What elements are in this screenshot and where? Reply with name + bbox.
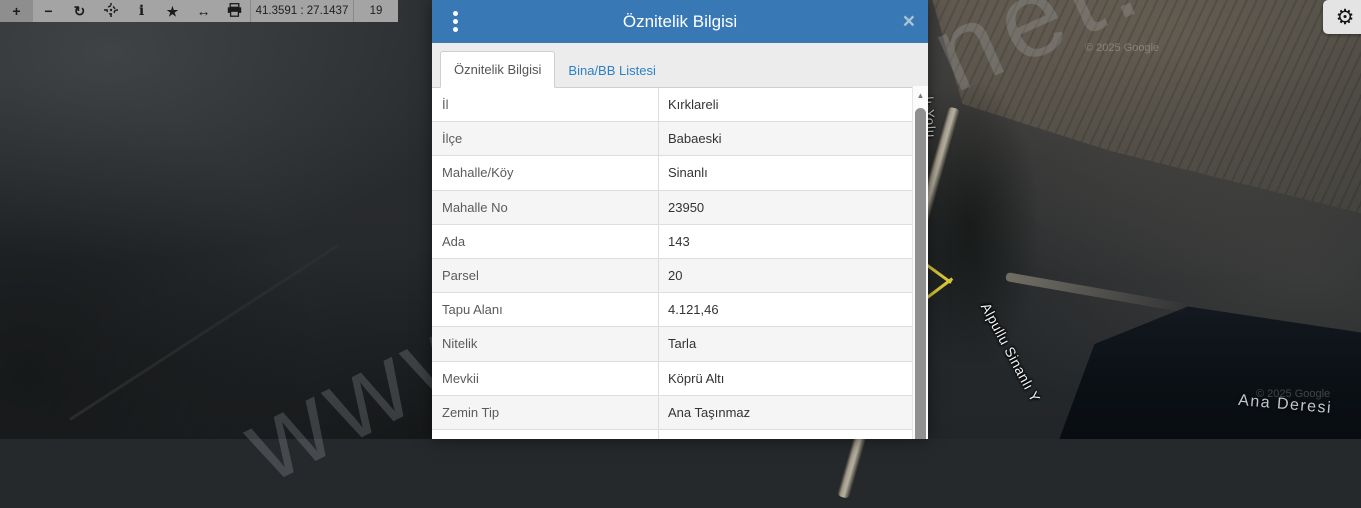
row-value: Tarla <box>668 336 697 352</box>
attribute-table: İl Kırklareli İlçe Babaeski Mahalle/Köy Sinan… <box>432 88 928 439</box>
row-label: Mevkii <box>432 361 659 395</box>
tab-bina-bb-listesi[interactable]: Bina/BB Listesi <box>568 63 656 78</box>
row-value: Babaeski <box>668 131 722 147</box>
table-row: Tapu Alanı 4.121,46 <box>432 293 912 328</box>
measure-button[interactable]: ↔ <box>188 0 219 22</box>
row-label: Zemin Tip <box>432 395 659 429</box>
table-row: Nitelik Tarla <box>432 327 912 362</box>
table-row: Parsel 20 <box>432 258 912 294</box>
map-copyright: © 2025 Google <box>1085 42 1160 54</box>
map-copyright: © 2025 Google <box>1256 388 1331 400</box>
row-label: Tapu Alanı <box>432 293 659 327</box>
table-row: Mahalle No 23950 <box>432 190 912 225</box>
plus-icon: + <box>12 3 21 19</box>
row-value: 143 <box>668 233 690 249</box>
toolbar-divider <box>353 0 354 22</box>
measure-icon: ↔ <box>196 3 211 19</box>
scrollbar-thumb[interactable] <box>915 108 926 439</box>
table-row: Mevkii Köprü Altı <box>432 361 912 396</box>
refresh-button[interactable]: ↻ <box>64 0 95 22</box>
dialog-header[interactable]: Öznitelik Bilgisi × <box>432 0 928 43</box>
table-row: Ada 143 <box>432 224 912 259</box>
table-row-partial <box>432 429 912 439</box>
info-button[interactable]: i <box>126 0 157 22</box>
table-row: İlçe Babaeski <box>432 122 912 157</box>
row-value: Ana Taşınmaz <box>668 404 751 420</box>
coordinates-display: 41.3591 : 27.1437 <box>255 5 349 17</box>
kebab-menu-icon[interactable] <box>449 0 462 43</box>
row-label: İl <box>432 88 659 122</box>
row-value: Köprü Altı <box>668 370 725 386</box>
attribute-info-dialog: Öznitelik Bilgisi × Öznitelik Bilgisi Bi… <box>432 0 928 439</box>
tab-oznitelik-bilgisi[interactable]: Öznitelik Bilgisi <box>440 51 556 88</box>
crosshair-icon <box>103 3 118 19</box>
gear-icon: ⚙ <box>1335 4 1355 29</box>
minus-icon: − <box>44 3 53 19</box>
row-label: Parsel <box>432 258 659 293</box>
row-label: Mahalle/Köy <box>432 156 659 190</box>
dialog-body: Öznitelik Bilgisi Bina/BB Listesi İl Kırk… <box>432 43 928 439</box>
printer-icon <box>227 3 242 19</box>
print-button[interactable] <box>219 0 250 22</box>
row-value: Kırklareli <box>668 97 719 113</box>
row-value: 23950 <box>668 199 705 215</box>
table-row: Mahalle/Köy Sinanlı <box>432 156 912 191</box>
star-icon: ★ <box>166 3 179 19</box>
row-label: Nitelik <box>432 327 659 361</box>
zoom-level-display: 19 <box>369 5 383 17</box>
dialog-title: Öznitelik Bilgisi <box>622 11 738 31</box>
row-value: 20 <box>668 268 683 284</box>
settings-button[interactable]: ⚙ <box>1323 0 1361 34</box>
dialog-scrollbar[interactable]: ▲ <box>912 86 928 439</box>
row-value: 4.121,46 <box>668 302 719 318</box>
favorites-button[interactable]: ★ <box>157 0 188 22</box>
toolbar-divider <box>250 0 251 22</box>
row-label: Mahalle No <box>432 190 659 224</box>
table-row: Zemin Tip Ana Taşınmaz <box>432 395 912 430</box>
table-row: İl Kırklareli <box>432 88 912 123</box>
zoom-in-button[interactable]: + <box>0 0 33 22</box>
map-toolbar: + − ↻ i ★ ↔ 41.3591 : 27.1437 19 <box>0 0 398 22</box>
scroll-up-arrow-icon[interactable]: ▲ <box>916 90 925 100</box>
zoom-out-button[interactable]: − <box>33 0 64 22</box>
row-value: Sinanlı <box>668 165 708 181</box>
info-icon: i <box>138 3 145 19</box>
locate-button[interactable] <box>95 0 126 22</box>
close-icon[interactable]: × <box>902 9 915 33</box>
row-label: İlçe <box>432 122 659 156</box>
row-label: Ada <box>432 224 659 258</box>
tab-bar: Öznitelik Bilgisi Bina/BB Listesi <box>432 43 928 88</box>
refresh-icon: ↻ <box>73 3 86 19</box>
